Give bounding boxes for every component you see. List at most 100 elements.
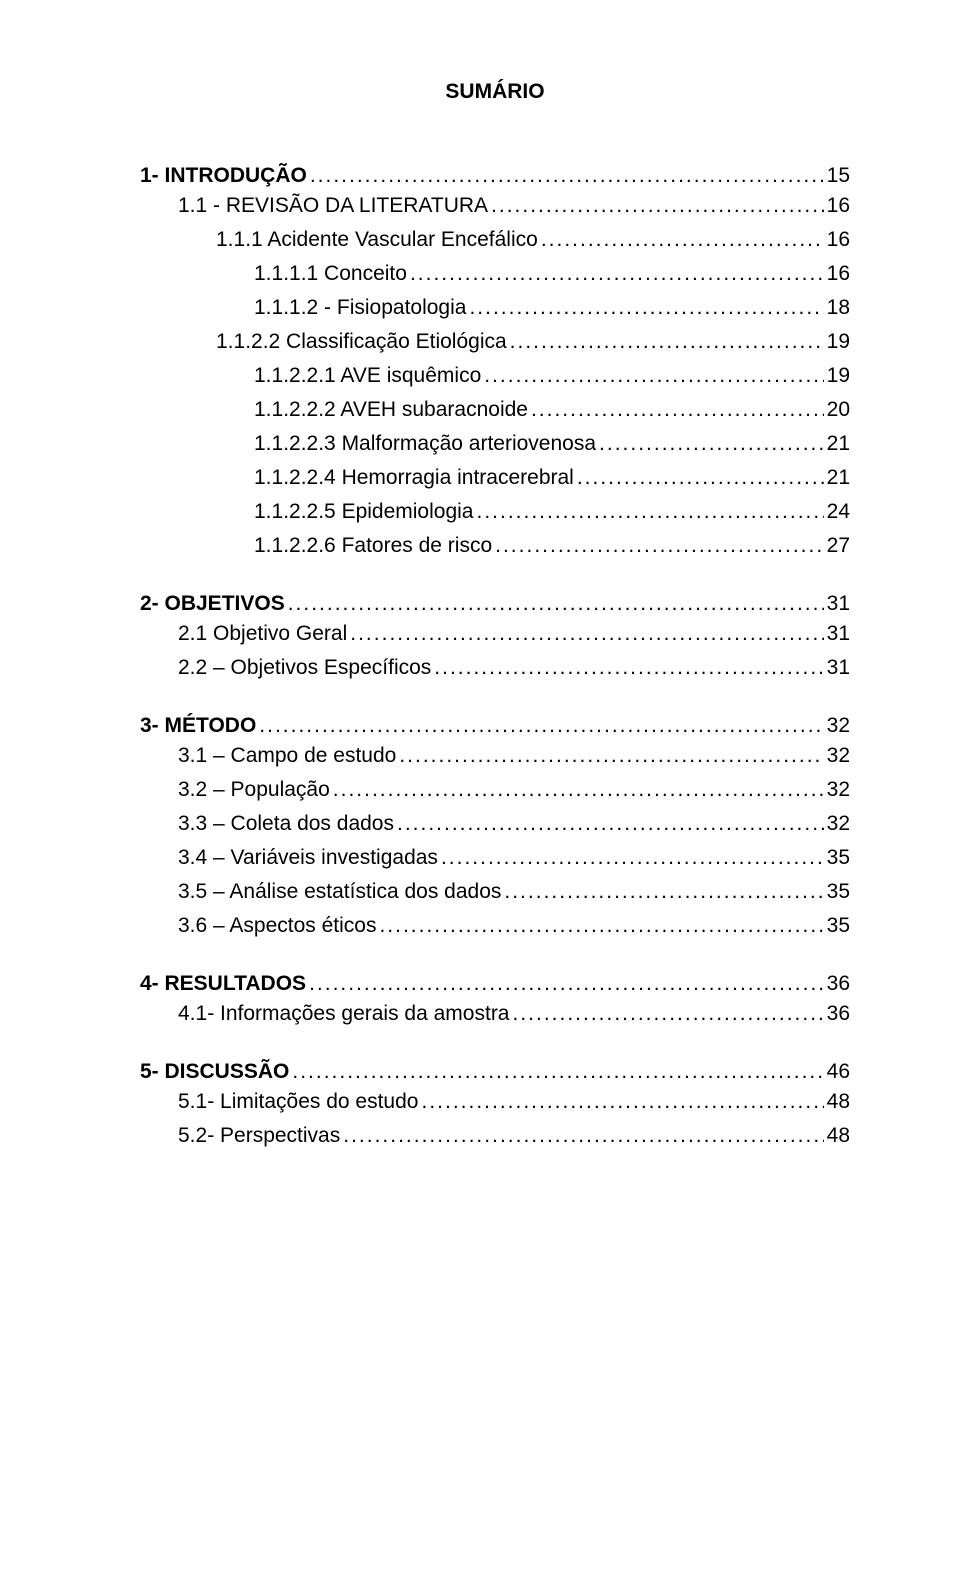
toc-leader-dots: ........................................…: [399, 744, 823, 768]
toc-leader-dots: ........................................…: [441, 846, 824, 870]
toc-entry: 3.6 – Aspectos éticos...................…: [140, 914, 850, 938]
toc-entry-page: 18: [827, 296, 850, 320]
toc-leader-dots: ........................................…: [259, 714, 823, 738]
toc-entry: 2.1 Objetivo Geral......................…: [140, 622, 850, 646]
page-title: SUMÁRIO: [140, 80, 850, 104]
toc-entry-label: 3.6 – Aspectos éticos: [178, 914, 376, 938]
toc-entry: 1.1 - REVISÃO DA LITERATURA.............…: [140, 194, 850, 218]
toc-head-label: 4- RESULTADOS: [140, 972, 306, 996]
toc-entry-page: 32: [827, 812, 850, 836]
toc-entry: 1.1.2.2.5 Epidemiologia.................…: [140, 500, 850, 524]
toc-leader-dots: ........................................…: [469, 296, 823, 320]
toc-leader-dots: ........................................…: [513, 1002, 824, 1026]
toc-entry: 3.3 – Coleta dos dados..................…: [140, 812, 850, 836]
toc-leader-dots: ........................................…: [434, 656, 823, 680]
toc-entry: 2.2 – Objetivos Específicos.............…: [140, 656, 850, 680]
toc-leader-dots: ........................................…: [531, 398, 824, 422]
toc-leader-dots: ........................................…: [410, 262, 824, 286]
toc-entry-label: 1.1.1.1 Conceito: [254, 262, 407, 286]
toc-leader-dots: ........................................…: [350, 622, 823, 646]
toc-head-label: 1- INTRODUÇÃO: [140, 164, 307, 188]
toc-entry-page: 35: [827, 846, 850, 870]
toc-leader-dots: ........................................…: [397, 812, 824, 836]
toc-entry-page: 48: [827, 1124, 850, 1148]
toc-entry: 1.1.1.2 - Fisiopatologia................…: [140, 296, 850, 320]
toc-entry-label: 1.1.2.2.2 AVEH subaracnoide: [254, 398, 528, 422]
toc-entry-label: 4.1- Informações gerais da amostra: [178, 1002, 510, 1026]
table-of-contents: 1- INTRODUÇÃO...........................…: [140, 164, 850, 1148]
toc-leader-dots: ........................................…: [599, 432, 824, 456]
toc-entry: 4.1- Informações gerais da amostra......…: [140, 1002, 850, 1026]
toc-entry-page: 35: [827, 914, 850, 938]
toc-entry-page: 21: [827, 432, 850, 456]
toc-entry-label: 5.1- Limitações do estudo: [178, 1090, 418, 1114]
toc-entry-label: 1.1.2.2 Classificação Etiológica: [216, 330, 507, 354]
toc-entry-label: 2.1 Objetivo Geral: [178, 622, 347, 646]
toc-leader-dots: ........................................…: [421, 1090, 823, 1114]
toc-leader-dots: ........................................…: [292, 1060, 823, 1084]
toc-section-head: 2- OBJETIVOS............................…: [140, 592, 850, 616]
toc-leader-dots: ........................................…: [504, 880, 823, 904]
toc-section: 4- RESULTADOS...........................…: [140, 972, 850, 1026]
toc-entry-page: 36: [827, 1002, 850, 1026]
toc-entry-label: 3.1 – Campo de estudo: [178, 744, 396, 768]
toc-entry-label: 1.1.2.2.3 Malformação arteriovenosa: [254, 432, 596, 456]
toc-entry: 3.2 – População.........................…: [140, 778, 850, 802]
toc-entry: 5.2- Perspectivas.......................…: [140, 1124, 850, 1148]
toc-leader-dots: ........................................…: [484, 364, 823, 388]
toc-leader-dots: ........................................…: [577, 466, 824, 490]
toc-entry-page: 24: [827, 500, 850, 524]
toc-head-page: 15: [827, 164, 850, 188]
toc-entry-label: 3.4 – Variáveis investigadas: [178, 846, 438, 870]
toc-entry: 1.1.1 Acidente Vascular Encefálico......…: [140, 228, 850, 252]
toc-head-label: 5- DISCUSSÃO: [140, 1060, 289, 1084]
toc-section: 5- DISCUSSÃO............................…: [140, 1060, 850, 1148]
toc-entry-page: 16: [827, 228, 850, 252]
toc-entry-page: 19: [827, 330, 850, 354]
toc-entry-page: 31: [827, 656, 850, 680]
toc-leader-dots: ........................................…: [510, 330, 824, 354]
toc-entry-page: 20: [827, 398, 850, 422]
toc-entry-page: 16: [827, 194, 850, 218]
toc-leader-dots: ........................................…: [333, 778, 824, 802]
toc-entry-page: 31: [827, 622, 850, 646]
toc-entry-page: 27: [827, 534, 850, 558]
toc-entry-label: 1.1.1.2 - Fisiopatologia: [254, 296, 466, 320]
toc-entry-page: 35: [827, 880, 850, 904]
toc-section-head: 3- MÉTODO...............................…: [140, 714, 850, 738]
toc-entry: 3.5 – Análise estatística dos dados.....…: [140, 880, 850, 904]
toc-entry-label: 1.1 - REVISÃO DA LITERATURA: [178, 194, 488, 218]
toc-entry-label: 1.1.2.2.1 AVE isquêmico: [254, 364, 481, 388]
toc-entry: 3.4 – Variáveis investigadas............…: [140, 846, 850, 870]
toc-head-page: 31: [827, 592, 850, 616]
toc-entry: 1.1.2.2 Classificação Etiológica........…: [140, 330, 850, 354]
toc-leader-dots: ........................................…: [491, 194, 824, 218]
toc-head-page: 46: [827, 1060, 850, 1084]
toc-entry: 1.1.1.1 Conceito........................…: [140, 262, 850, 286]
toc-entry-label: 3.3 – Coleta dos dados: [178, 812, 394, 836]
toc-head-page: 36: [827, 972, 850, 996]
toc-entry: 1.1.2.2.4 Hemorragia intracerebral......…: [140, 466, 850, 490]
toc-entry-page: 48: [827, 1090, 850, 1114]
toc-entry-page: 16: [827, 262, 850, 286]
toc-entry-label: 1.1.1 Acidente Vascular Encefálico: [216, 228, 538, 252]
toc-entry-label: 1.1.2.2.5 Epidemiologia: [254, 500, 474, 524]
toc-entry: 1.1.2.2.2 AVEH subaracnoide.............…: [140, 398, 850, 422]
toc-section: 1- INTRODUÇÃO...........................…: [140, 164, 850, 558]
toc-leader-dots: ........................................…: [310, 164, 824, 188]
toc-leader-dots: ........................................…: [343, 1124, 823, 1148]
toc-section: 2- OBJETIVOS............................…: [140, 592, 850, 680]
toc-entry-page: 21: [827, 466, 850, 490]
toc-entry-page: 32: [827, 744, 850, 768]
page-container: SUMÁRIO 1- INTRODUÇÃO...................…: [0, 0, 960, 1574]
toc-entry-page: 32: [827, 778, 850, 802]
toc-entry: 3.1 – Campo de estudo...................…: [140, 744, 850, 768]
toc-leader-dots: ........................................…: [288, 592, 824, 616]
toc-entry: 1.1.2.2.1 AVE isquêmico.................…: [140, 364, 850, 388]
toc-leader-dots: ........................................…: [541, 228, 824, 252]
toc-entry-label: 3.5 – Análise estatística dos dados: [178, 880, 501, 904]
toc-leader-dots: ........................................…: [477, 500, 824, 524]
toc-section-head: 1- INTRODUÇÃO...........................…: [140, 164, 850, 188]
toc-head-page: 32: [827, 714, 850, 738]
toc-entry-label: 5.2- Perspectivas: [178, 1124, 340, 1148]
